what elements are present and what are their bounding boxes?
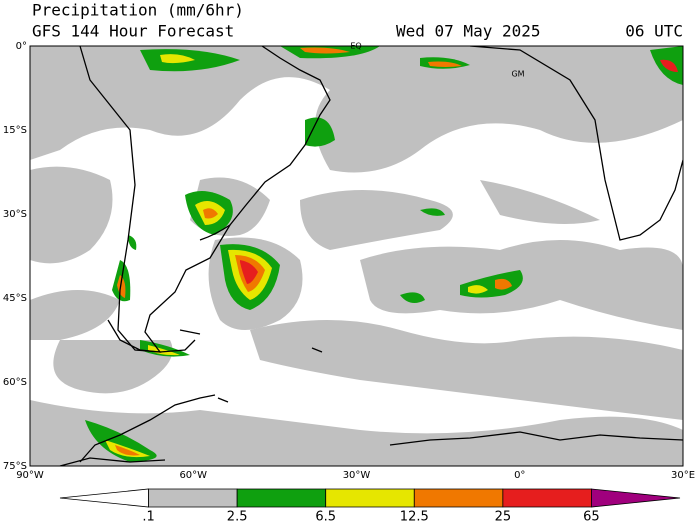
colorbar-label: .1	[142, 510, 154, 525]
latitude-label: 15°S	[3, 125, 27, 136]
longitude-label: 30°E	[671, 470, 695, 481]
colorbar-segment	[236, 488, 327, 508]
latitude-label: 75°S	[3, 461, 27, 472]
axis-labels: 0° 15°S 30°S 45°S 60°S 75°S90°W 60°W 30°W 0° 30°E	[3, 41, 695, 481]
title: Precipitation (mm/6hr)	[32, 1, 244, 20]
place-label: GM	[511, 70, 524, 79]
forecast-date: Wed 07 May 2025	[396, 22, 541, 41]
forecast-time: 06 UTC	[625, 22, 683, 41]
colorbar-segment	[413, 488, 504, 508]
colorbar-segment	[59, 488, 149, 508]
map: EQ GM	[29, 42, 684, 467]
colorbar-segment	[502, 488, 592, 508]
colorbar-label: 25	[495, 510, 512, 525]
latitude-label: 60°S	[3, 377, 27, 388]
longitude-label: 90°W	[16, 470, 44, 481]
longitude-label: 30°W	[343, 470, 371, 481]
colorbar-segment	[591, 488, 681, 508]
longitude-label: 60°W	[179, 470, 207, 481]
precipitation-field	[30, 46, 683, 466]
colorbar-label: 65	[583, 510, 600, 525]
latitude-label: 30°S	[3, 209, 27, 220]
colorbar-label: 12.5	[400, 510, 429, 525]
colorbar-segment	[148, 488, 238, 508]
colorbar: .1 2.5 6.5 12.5 25 65	[59, 488, 681, 525]
colorbar-label: 6.5	[315, 510, 336, 525]
colorbar-label: 2.5	[227, 510, 248, 525]
longitude-label: 0°	[514, 470, 525, 481]
colorbar-segment	[325, 488, 415, 508]
latitude-label: 45°S	[3, 293, 27, 304]
map-frame	[29, 45, 684, 467]
place-label: EQ	[350, 42, 361, 51]
latitude-label: 0°	[16, 41, 27, 52]
subtitle: GFS 144 Hour Forecast	[32, 22, 234, 41]
